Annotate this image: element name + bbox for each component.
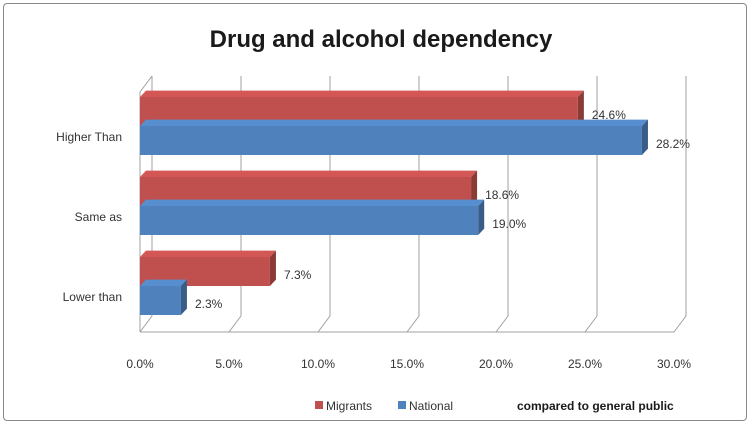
category-label: Lower than bbox=[63, 290, 122, 304]
bars bbox=[140, 90, 648, 315]
bar-national bbox=[140, 119, 648, 155]
axis-wall-top bbox=[139, 75, 153, 93]
chart-title: Drug and alcohol dependency bbox=[210, 26, 553, 53]
legend-label: Migrants bbox=[326, 399, 372, 413]
chart-annotation: compared to general public bbox=[517, 399, 674, 413]
bar-top-face bbox=[140, 119, 648, 126]
bar-side-face bbox=[269, 250, 276, 286]
data-label: 19.0% bbox=[492, 217, 526, 231]
gridline-floor bbox=[584, 315, 598, 333]
legend-label: National bbox=[409, 399, 453, 413]
gridline-floor bbox=[495, 315, 509, 333]
bar-front-face bbox=[140, 126, 642, 155]
gridline-floor bbox=[406, 315, 420, 333]
data-label: 28.2% bbox=[656, 137, 690, 151]
legend-swatch bbox=[398, 401, 406, 409]
category-label: Higher Than bbox=[56, 130, 122, 144]
bar-side-face bbox=[641, 119, 648, 155]
bar-top-face bbox=[140, 170, 478, 177]
bar-front-face bbox=[140, 286, 181, 315]
data-label: 24.6% bbox=[592, 108, 626, 122]
bar-side-face bbox=[471, 170, 478, 206]
bar-top-face bbox=[140, 250, 276, 257]
x-tick-label: 20.0% bbox=[479, 357, 513, 371]
gridline-floor bbox=[673, 315, 687, 333]
data-label: 7.3% bbox=[284, 268, 312, 282]
x-tick-label: 0.0% bbox=[126, 357, 154, 371]
gridline-floor bbox=[139, 315, 153, 333]
data-labels: 24.6% 28.2% 18.6% 19.0% 7.3% 2.3% bbox=[195, 108, 690, 311]
legend-item-national: National bbox=[398, 399, 453, 413]
bar-national bbox=[140, 279, 187, 315]
bar-top-face bbox=[140, 199, 485, 206]
data-label: 18.6% bbox=[485, 188, 519, 202]
x-tick-label: 10.0% bbox=[301, 357, 335, 371]
axis-labels: 0.0% 5.0% 10.0% 15.0% 20.0% 25.0% 30.0% Higher … bbox=[56, 130, 691, 371]
chart-canvas: Drug and alcohol dependency 24.6% 28.2% 18… bbox=[56, 26, 691, 413]
bar-national bbox=[140, 199, 485, 235]
bar-side-face bbox=[577, 90, 584, 126]
bar-top-face bbox=[140, 279, 187, 286]
data-label: 2.3% bbox=[195, 297, 223, 311]
x-tick-label: 5.0% bbox=[215, 357, 243, 371]
bar-top-face bbox=[140, 90, 584, 97]
bar-side-face bbox=[180, 279, 187, 315]
x-tick-label: 30.0% bbox=[657, 357, 691, 371]
x-tick-label: 15.0% bbox=[390, 357, 424, 371]
gridline-floor bbox=[228, 315, 242, 333]
bar-front-face bbox=[140, 206, 479, 235]
chart-frame: Drug and alcohol dependency 24.6% 28.2% 18… bbox=[3, 3, 747, 421]
gridline-floor bbox=[317, 315, 331, 333]
legend-item-migrants: Migrants bbox=[315, 399, 372, 413]
legend: Migrants National bbox=[315, 399, 453, 413]
bar-side-face bbox=[478, 199, 485, 235]
legend-swatch bbox=[315, 401, 323, 409]
x-tick-label: 25.0% bbox=[568, 357, 602, 371]
category-label: Same as bbox=[75, 210, 122, 224]
